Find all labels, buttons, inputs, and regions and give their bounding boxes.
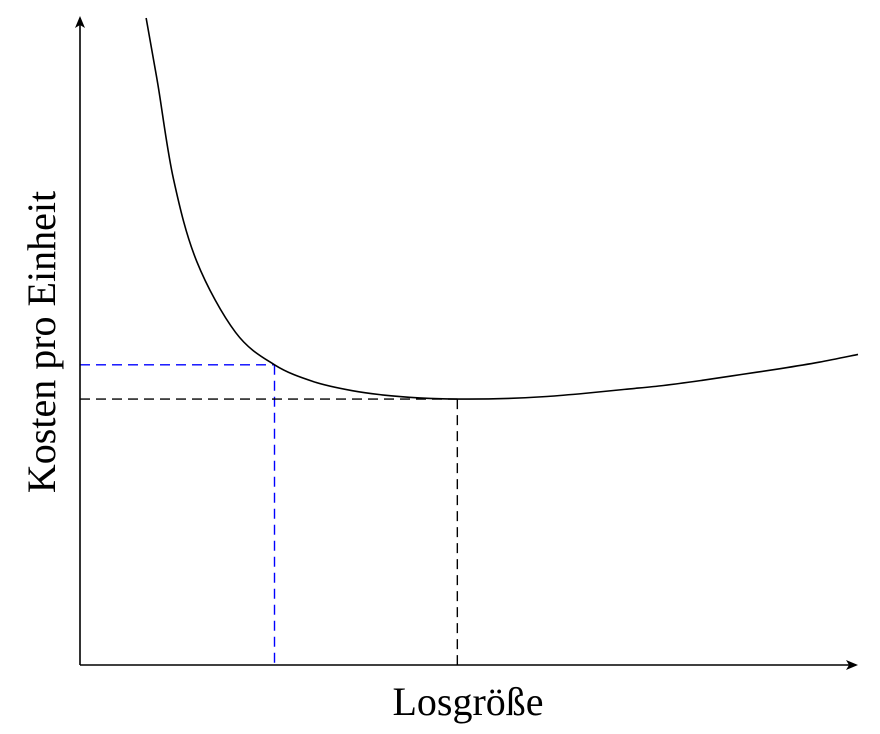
series-layer bbox=[145, 17, 859, 400]
y-axis-label: Kosten pro Einheit bbox=[19, 191, 64, 493]
x-axis-label: Losgröße bbox=[392, 679, 543, 724]
cost-curve-line bbox=[145, 17, 859, 400]
reference-lines bbox=[80, 364, 459, 665]
